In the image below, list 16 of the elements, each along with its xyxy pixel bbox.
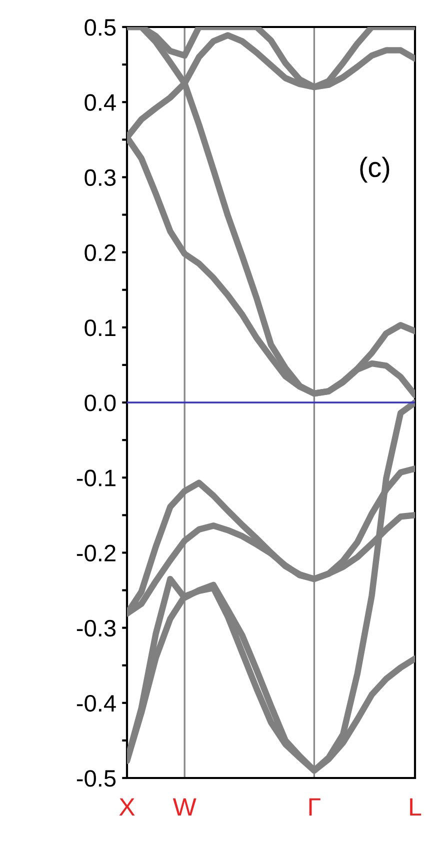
annotation: (c) <box>360 156 390 183</box>
y-tick-label: -0.1 <box>76 470 116 486</box>
y-tick-label: 0.3 <box>84 169 116 186</box>
y-tick-label: -0.4 <box>76 694 116 712</box>
y-tick-label: -0.2 <box>76 544 116 562</box>
y-tick-label: 0.5 <box>84 19 116 36</box>
y-tick-label: 0.0 <box>84 394 116 412</box>
x-tick-label: W <box>172 798 196 816</box>
y-tick-label: -0.3 <box>76 620 116 637</box>
x-tick-label: X <box>119 798 135 816</box>
y-tick-label: 0.1 <box>84 319 116 336</box>
x-tick-label: Γ <box>309 798 320 816</box>
y-tick-label: -0.5 <box>76 770 116 787</box>
y-tick-label: 0.2 <box>84 244 116 262</box>
y-tick-label: 0.4 <box>84 94 116 111</box>
x-tick-label: L <box>410 798 422 816</box>
